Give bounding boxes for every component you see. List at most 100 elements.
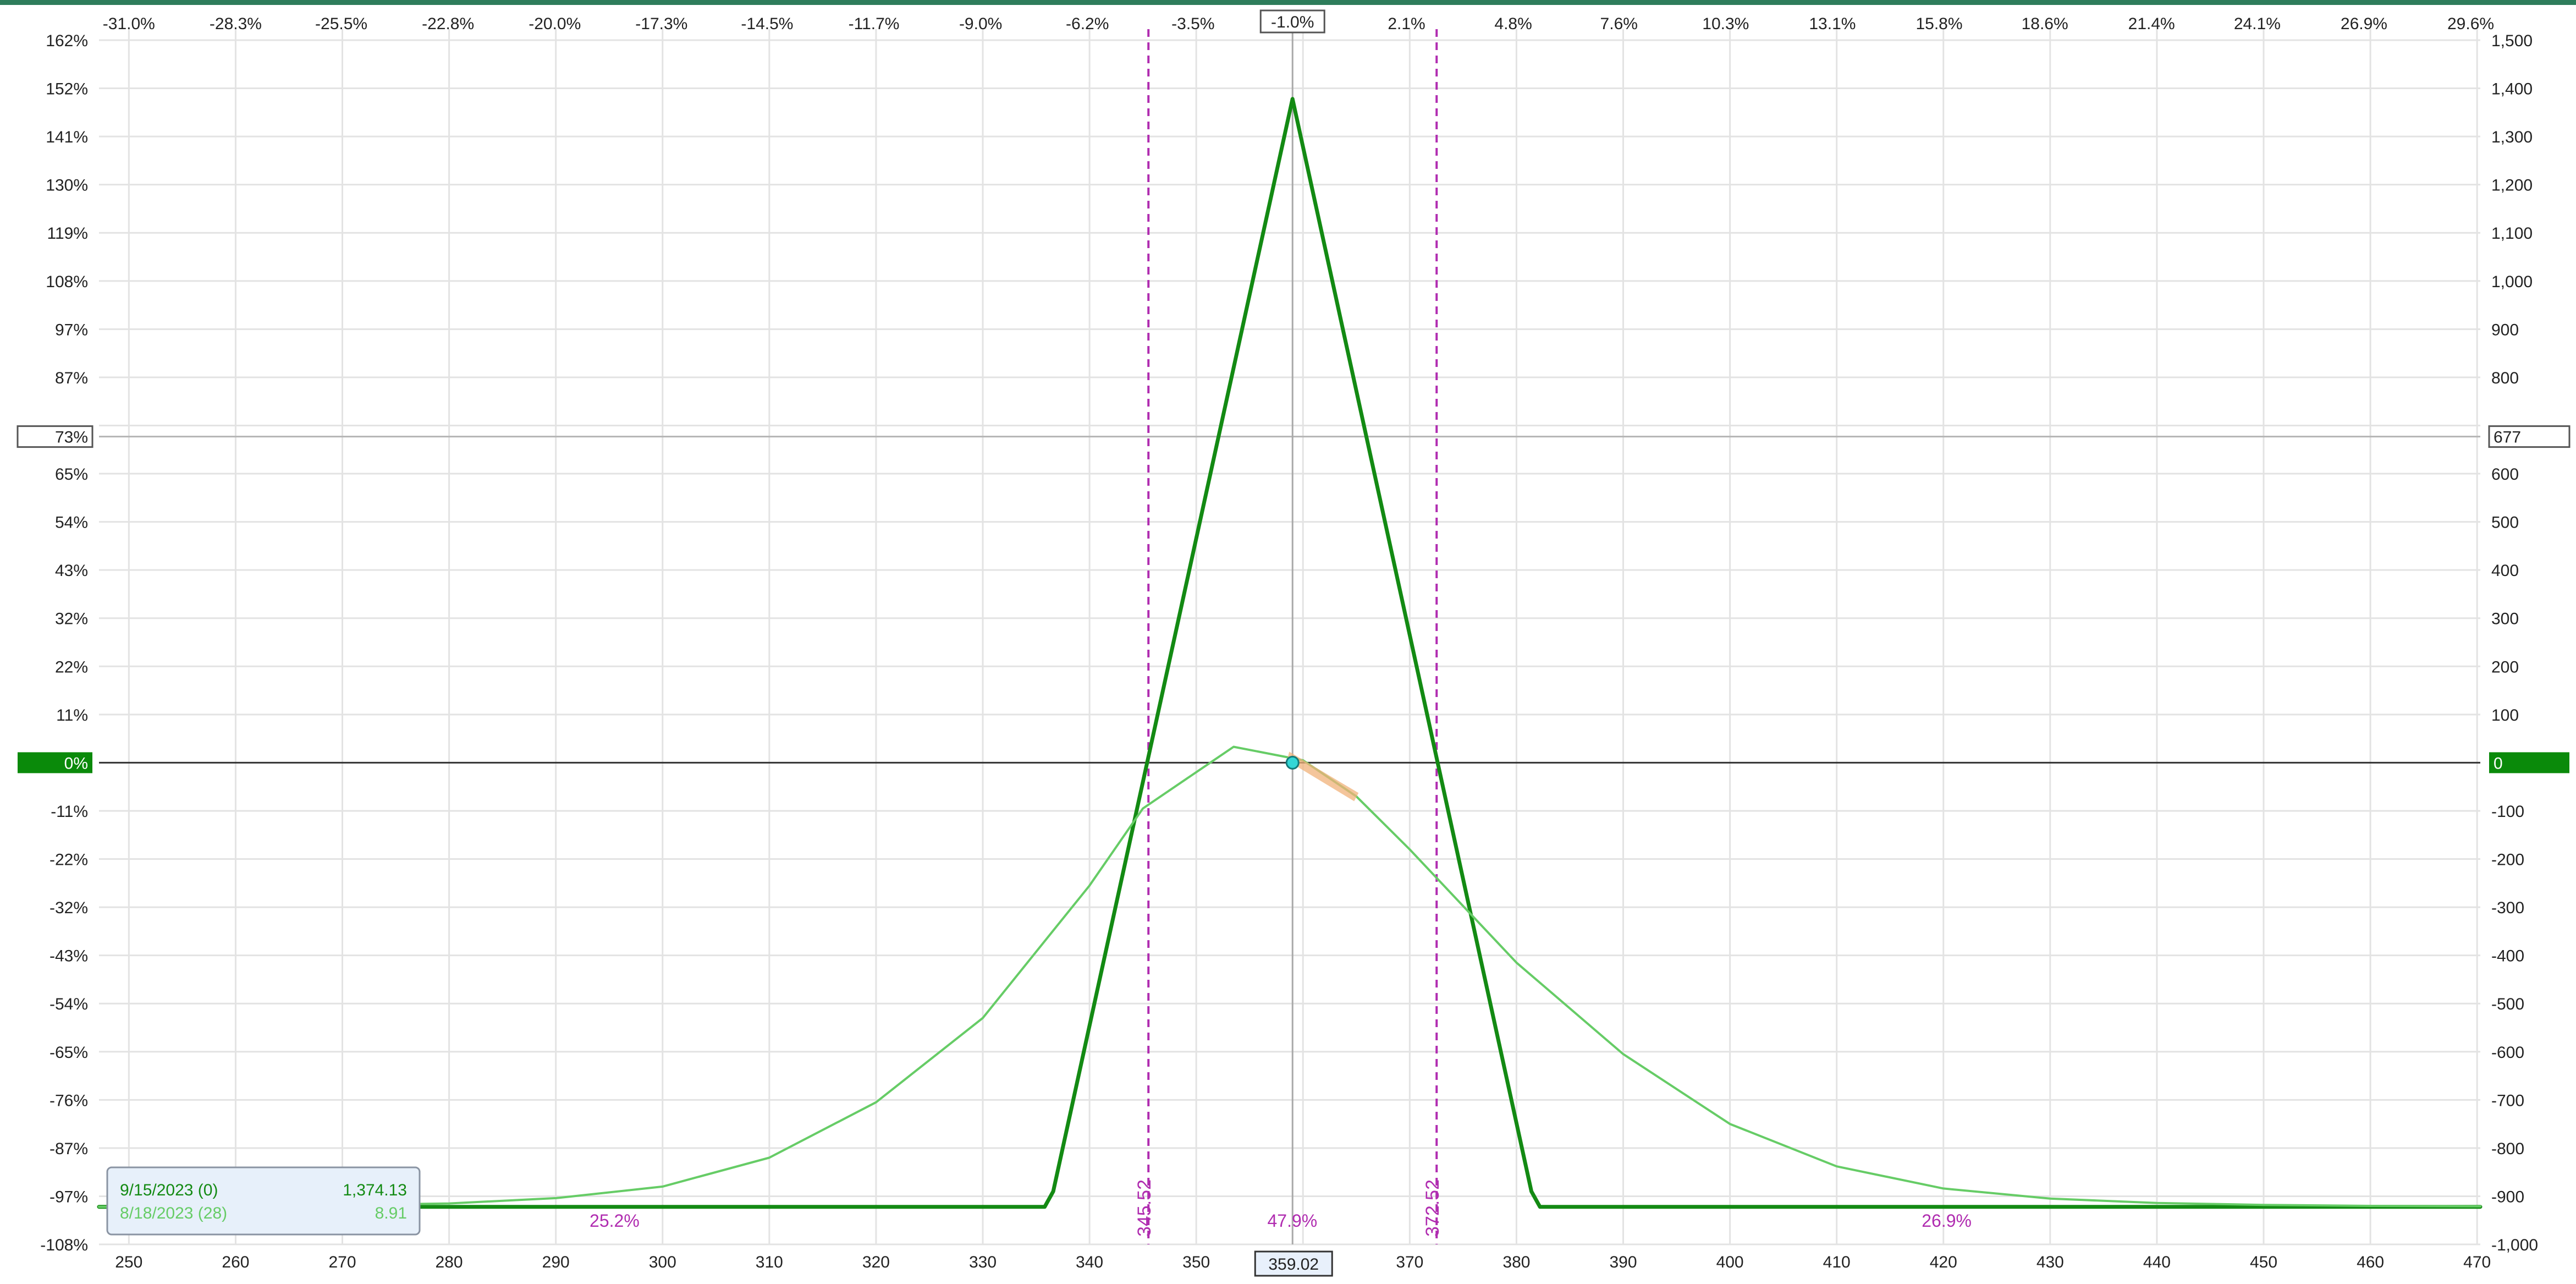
top-axis-tick-label: 15.8% — [1916, 15, 1962, 33]
left-zero-label: 0% — [64, 754, 88, 772]
current-price-badge[interactable] — [1254, 1250, 1333, 1277]
left-axis-tick-label: 11% — [56, 706, 88, 725]
left-axis-tick-label: -76% — [49, 1091, 88, 1110]
bottom-axis-tick-label: 400 — [1716, 1253, 1744, 1271]
bottom-axis-tick-label: 330 — [969, 1253, 997, 1271]
left-axis-tick-label: 32% — [55, 610, 88, 628]
right-axis-tick-label: -200 — [2491, 851, 2524, 869]
right-axis-tick-label: 400 — [2491, 562, 2519, 580]
breakeven-lines: 345.52 372.52 — [1134, 29, 1443, 1244]
left-axis-tick-label: -87% — [49, 1140, 88, 1158]
top-axis-tick-label: 18.6% — [2022, 15, 2068, 33]
left-axis-tick-label: -11% — [51, 803, 88, 821]
right-axis-tick-label: -900 — [2491, 1188, 2524, 1206]
left-zero-badge — [18, 752, 92, 773]
left-axis-tick-label: -108% — [40, 1236, 88, 1254]
top-axis-tick-label: -9.0% — [959, 15, 1002, 33]
right-axis-tick-label: 1,100 — [2491, 224, 2533, 243]
top-axis-tick-label: 26.9% — [2341, 15, 2387, 33]
top-axis-tick-label: 10.3% — [1702, 15, 1749, 33]
top-axis-tick-label: 21.4% — [2128, 15, 2175, 33]
bottom-axis-tick-label: 350 — [1182, 1253, 1210, 1271]
bottom-axis-tick-label: 320 — [862, 1253, 890, 1271]
bottom-axis-tick-label: 390 — [1609, 1253, 1637, 1271]
bottom-axis-tick-label: 450 — [2250, 1253, 2277, 1271]
right-axis-tick-label: 1,500 — [2491, 32, 2533, 50]
current-price-marker-group[interactable] — [1285, 751, 1359, 802]
legend-background — [106, 1166, 421, 1236]
top-axis-tick-label: -3.5% — [1171, 15, 1214, 33]
left-axis-tick-label: 97% — [55, 321, 88, 339]
bottom-axis-tick-label: 430 — [2036, 1253, 2064, 1271]
window-top-border — [0, 0, 2576, 5]
bottom-axis-tick-label: 250 — [115, 1253, 142, 1271]
right-axis-tick-label: 1,300 — [2491, 128, 2533, 146]
left-axis-tick-label: 22% — [55, 658, 88, 676]
left-axis-tick-label: -65% — [49, 1044, 88, 1062]
right-axis-tick-label: -700 — [2491, 1091, 2524, 1110]
right-cursor-badge — [2488, 425, 2571, 448]
right-axis-tick-label: 800 — [2491, 369, 2519, 387]
right-axis-tick-label: 300 — [2491, 610, 2519, 628]
left-axis-tick-label: 141% — [46, 128, 88, 146]
top-axis-tick-label: -31.0% — [103, 15, 155, 33]
left-axis-tick-label: 162% — [46, 32, 88, 50]
right-cursor-label: 677 — [2494, 429, 2521, 447]
bottom-axis-tick-label: 370 — [1396, 1253, 1423, 1271]
top-axis-tick-label: -28.3% — [210, 15, 262, 33]
current-price-label: 359.02 — [1268, 1255, 1319, 1274]
top-axis-tick-label: -20.0% — [529, 15, 581, 33]
right-axis-tick-label: -500 — [2491, 995, 2524, 1013]
bottom-axis-tick-label: 300 — [649, 1253, 676, 1271]
probability-label: 26.9% — [1922, 1211, 1972, 1231]
right-axis-tick-label: 600 — [2491, 465, 2519, 484]
bottom-axis-tick-label: 280 — [436, 1253, 463, 1271]
right-axis-tick-label: -600 — [2491, 1044, 2524, 1062]
left-axis-tick-label: 108% — [46, 273, 88, 291]
left-axis-tick-label: -54% — [49, 995, 88, 1013]
top-axis-current-label: -1.0% — [1271, 13, 1314, 31]
right-axis-tick-label: -1,000 — [2491, 1236, 2538, 1254]
top-percent-axis: -31.0% -28.3% -25.5% -22.8% -20.0% -17.3% -14.… — [103, 9, 2494, 34]
top-axis-tick-label: 13.1% — [1809, 15, 1856, 33]
bottom-axis-tick-label: 440 — [2143, 1253, 2171, 1271]
bottom-price-axis: 2502602702802903003103203303403503603703… — [115, 1250, 2491, 1277]
right-axis-tick-label: -400 — [2491, 947, 2524, 965]
bottom-axis-tick-label: 470 — [2463, 1253, 2491, 1271]
right-axis-tick-label: 900 — [2491, 321, 2519, 339]
expiration-payoff-line[interactable] — [97, 97, 2483, 1209]
current-price-marker[interactable] — [1285, 755, 1300, 770]
top-axis-tick-label: -25.5% — [315, 15, 367, 33]
legend-row-value: 1,374.13 — [343, 1181, 407, 1199]
left-axis-tick-label: -43% — [49, 947, 88, 965]
right-axis-tick-label: 1,000 — [2491, 273, 2533, 291]
right-axis-tick-label: 100 — [2491, 706, 2519, 725]
right-axis-tick-label: 1,200 — [2491, 177, 2533, 195]
legend-box: 9/15/2023 (0) 1,374.13 8/18/2023 (28) 8.91 — [106, 1166, 421, 1236]
top-axis-tick-label: 4.8% — [1494, 15, 1532, 33]
top-axis-tick-label: 2.1% — [1388, 15, 1425, 33]
legend-row-label: 9/15/2023 (0) — [120, 1181, 218, 1199]
legend-row-label: 8/18/2023 (28) — [120, 1204, 227, 1222]
probability-labels: 25.2% 47.9% 26.9% — [590, 1211, 1972, 1231]
top-axis-tick-label: 7.6% — [1600, 15, 1638, 33]
left-axis-tick-label: 130% — [46, 177, 88, 195]
bottom-axis-tick-label: 460 — [2357, 1253, 2384, 1271]
left-axis-tick-label: -22% — [49, 851, 88, 869]
right-axis-tick-label: -100 — [2491, 803, 2524, 821]
left-axis-tick-label: -97% — [49, 1188, 88, 1206]
left-axis-tick-label: 119% — [47, 224, 88, 243]
legend-row-value: 8.91 — [375, 1204, 407, 1222]
top-axis-tick-label: -6.2% — [1066, 15, 1109, 33]
right-pnl-axis: 1,500 1,400 1,300 1,200 1,100 1,000 900 800 600 5… — [2488, 32, 2571, 1254]
top-axis-tick-label: -14.5% — [741, 15, 793, 33]
right-axis-tick-label: -800 — [2491, 1140, 2524, 1158]
bottom-axis-tick-label: 420 — [1930, 1253, 1957, 1271]
top-axis-tick-label: 29.6% — [2447, 15, 2494, 33]
bottom-axis-tick-label: 270 — [328, 1253, 356, 1271]
right-axis-tick-label: 500 — [2491, 514, 2519, 532]
right-zero-badge — [2489, 752, 2569, 773]
left-axis-tick-label: 43% — [55, 562, 88, 580]
